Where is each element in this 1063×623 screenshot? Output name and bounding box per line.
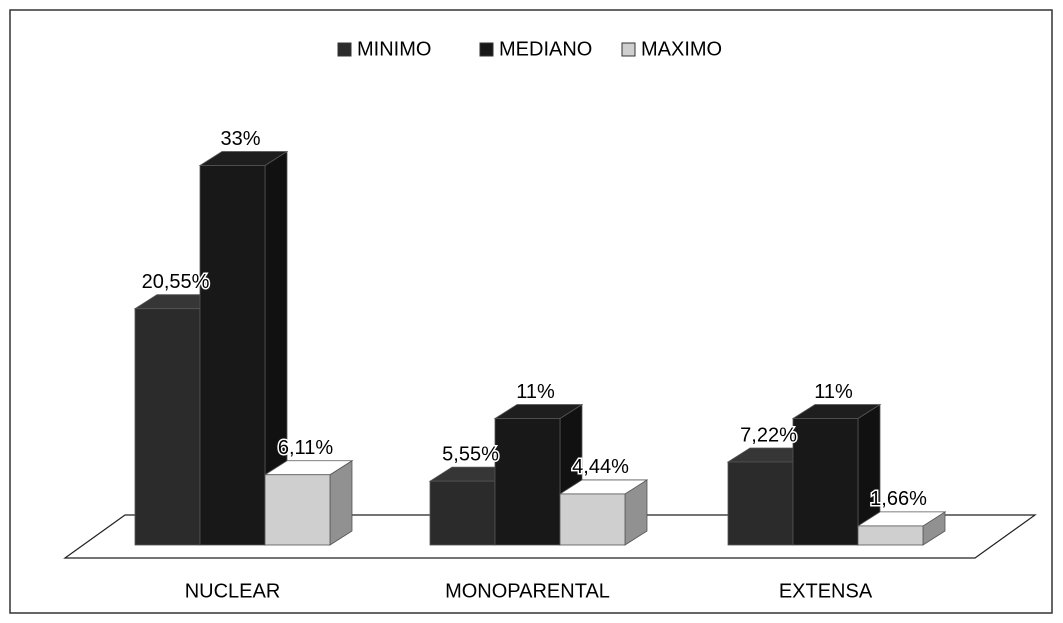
bar	[134, 308, 201, 546]
bar	[792, 418, 859, 546]
bar	[857, 525, 924, 546]
x-tick-label: MONOPARENTAL	[445, 580, 610, 602]
data-label: 7,22%	[740, 424, 797, 446]
data-label: 5,55%	[442, 443, 499, 465]
legend-swatch	[479, 42, 494, 57]
bar-side	[329, 460, 353, 546]
data-label: 4,44%	[572, 456, 629, 478]
bar	[199, 165, 266, 546]
x-tick-label: EXTENSA	[779, 580, 873, 602]
legend-label: MAXIMO	[641, 38, 722, 60]
data-label: 20,55%	[142, 271, 210, 293]
data-label: 11%	[516, 381, 555, 403]
data-label: 1,66%	[870, 488, 927, 510]
legend-label: MEDIANO	[499, 38, 592, 60]
bar	[559, 493, 626, 546]
legend-swatch	[337, 42, 352, 57]
x-tick-label: NUCLEAR	[185, 580, 281, 602]
bar	[429, 480, 496, 546]
legend-label: MINIMO	[357, 38, 431, 60]
bar	[264, 474, 331, 546]
bar	[494, 418, 561, 546]
bar	[727, 461, 794, 546]
data-label: 11%	[814, 381, 853, 403]
data-label: 6,11%	[278, 437, 333, 459]
legend-swatch	[621, 42, 636, 57]
data-label: 33%	[220, 128, 260, 150]
